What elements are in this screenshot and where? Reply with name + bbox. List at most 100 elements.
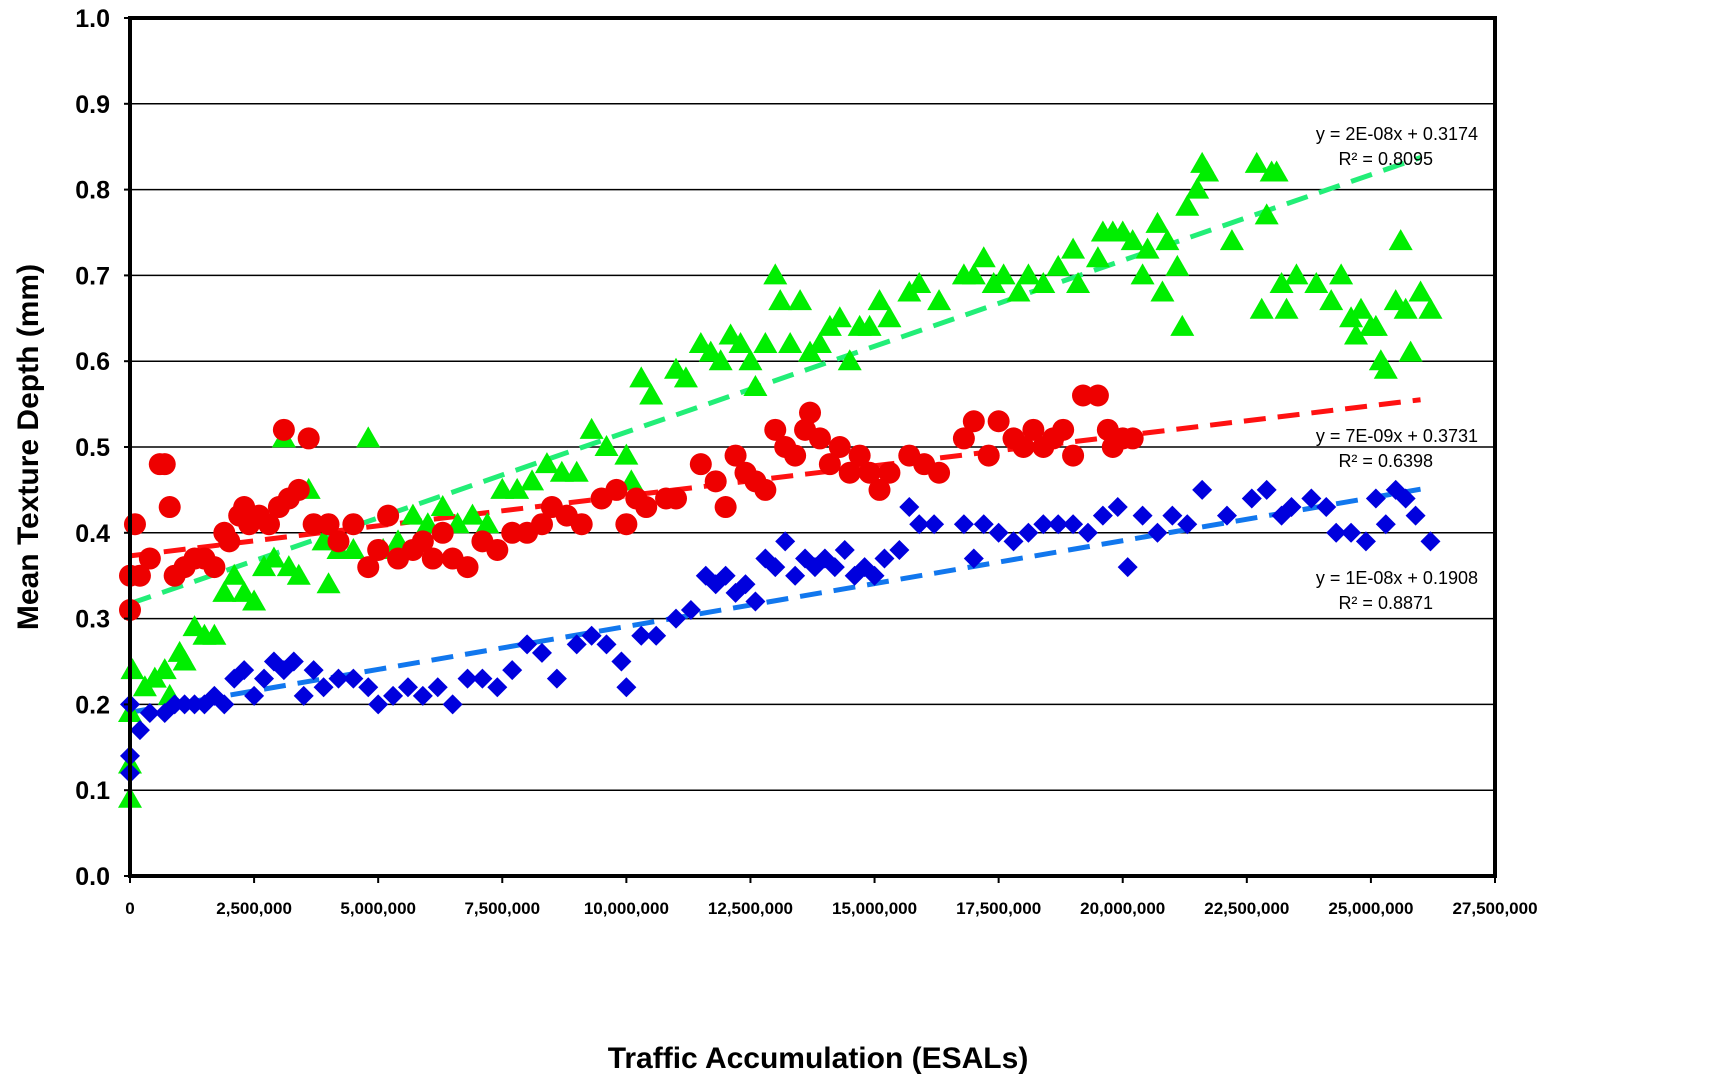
triangle-marker — [1244, 151, 1269, 173]
circle-marker — [158, 496, 181, 519]
circle-marker — [1052, 418, 1075, 441]
trend-equation: y = 2E-08x + 0.3174 — [1316, 124, 1478, 144]
circle-marker — [665, 487, 687, 510]
triangle-marker — [673, 366, 698, 388]
x-tick-label: 15,000,000 — [832, 899, 917, 918]
circle-marker — [928, 461, 951, 484]
diamond-marker — [358, 677, 379, 698]
circle-marker — [799, 401, 822, 424]
circle-marker — [605, 478, 628, 501]
diamond-marker — [1216, 505, 1237, 526]
circle-marker — [421, 547, 444, 570]
triangle-marker — [1155, 229, 1180, 251]
triangle-marker — [1284, 263, 1309, 285]
triangle-marker — [1363, 314, 1388, 336]
triangle-marker — [867, 289, 892, 311]
triangle-marker — [341, 537, 366, 559]
diamond-marker — [283, 651, 304, 672]
diamond-marker — [487, 677, 508, 698]
triangle-marker — [728, 332, 753, 354]
trend-r-squared: R² = 0.6398 — [1338, 451, 1433, 471]
triangle-marker — [1016, 263, 1041, 285]
circle-marker — [297, 427, 320, 450]
diamond-marker — [1117, 557, 1138, 578]
triangle-marker — [907, 271, 932, 293]
diamond-marker — [1405, 505, 1426, 526]
triangle-marker — [837, 349, 862, 371]
diamond-marker — [1033, 514, 1054, 535]
triangle-marker — [261, 546, 286, 568]
triangle-marker — [1269, 271, 1294, 293]
triangle-marker — [520, 469, 545, 491]
triangle-marker — [172, 649, 197, 671]
diamond-marker — [234, 660, 255, 681]
triangle-marker — [1408, 280, 1433, 302]
triangle-marker — [286, 563, 311, 585]
trend-equation: y = 7E-09x + 0.3731 — [1316, 426, 1478, 446]
circle-marker — [1121, 427, 1144, 450]
x-tick-label: 10,000,000 — [584, 899, 669, 918]
triangle-marker — [1219, 229, 1244, 251]
diamond-marker — [1107, 497, 1128, 518]
circle-marker — [635, 496, 658, 519]
triangle-marker — [778, 332, 803, 354]
x-tick-label: 12,500,000 — [708, 899, 793, 918]
circle-marker — [138, 547, 161, 570]
diamond-marker — [383, 685, 404, 706]
y-tick-label: 0.1 — [75, 777, 110, 805]
triangle-marker — [763, 263, 788, 285]
triangle-marker — [1135, 237, 1160, 259]
series-1-markers — [119, 384, 1144, 622]
y-axis-ticks: 0.0 0.1 0.2 0.3 0.4 0.5 0.6 0.7 0.8 0.9 1.0 — [75, 5, 130, 891]
diamond-marker — [1420, 531, 1441, 552]
diamond-marker — [924, 514, 945, 535]
triangle-marker — [460, 503, 485, 525]
circle-marker — [838, 461, 861, 484]
diamond-marker — [1162, 505, 1183, 526]
triangle-marker — [639, 383, 664, 405]
circle-marker — [714, 496, 737, 519]
diamond-marker — [442, 694, 463, 715]
circle-marker — [878, 461, 901, 484]
triangle-marker — [743, 374, 768, 396]
y-tick-label: 0.0 — [75, 863, 110, 891]
diamond-marker — [531, 642, 552, 663]
diamond-marker — [899, 497, 920, 518]
circle-marker — [808, 427, 831, 450]
triangle-marker — [1145, 211, 1170, 233]
triangle-marker — [1418, 297, 1443, 319]
triangle-marker — [738, 349, 763, 371]
triangle-marker — [1195, 160, 1220, 182]
triangle-marker — [1185, 177, 1210, 199]
circle-marker — [818, 453, 841, 476]
x-axis-title: Traffic Accumulation (ESALs) — [608, 1042, 1029, 1075]
x-tick-label: 5,000,000 — [340, 899, 416, 918]
circle-marker — [153, 453, 176, 476]
diamond-marker — [427, 677, 448, 698]
triangle-marker — [1393, 297, 1418, 319]
circle-marker — [327, 530, 350, 553]
triangle-marker — [579, 417, 604, 439]
triangle-marker — [1274, 297, 1299, 319]
triangle-marker — [1249, 297, 1274, 319]
diamond-marker — [1018, 522, 1039, 543]
diamond-marker — [1048, 514, 1069, 535]
triangle-marker — [1031, 271, 1056, 293]
triangle-marker — [316, 572, 341, 594]
diamond-marker — [546, 668, 567, 689]
trendline-series-2 — [129, 486, 1421, 715]
diamond-marker — [646, 625, 667, 646]
diamond-marker — [889, 539, 910, 560]
triangle-marker — [614, 443, 639, 465]
triangle-marker — [807, 332, 832, 354]
circle-marker — [689, 453, 712, 476]
diamond-marker — [745, 591, 766, 612]
diamond-marker — [566, 634, 587, 655]
trend-equation: y = 1E-08x + 0.1908 — [1316, 568, 1478, 588]
triangle-marker — [1254, 203, 1279, 225]
diamond-marker — [457, 668, 478, 689]
circle-marker — [570, 513, 593, 536]
circle-marker — [203, 556, 226, 579]
triangle-marker — [827, 306, 852, 328]
triangle-marker — [475, 512, 500, 534]
